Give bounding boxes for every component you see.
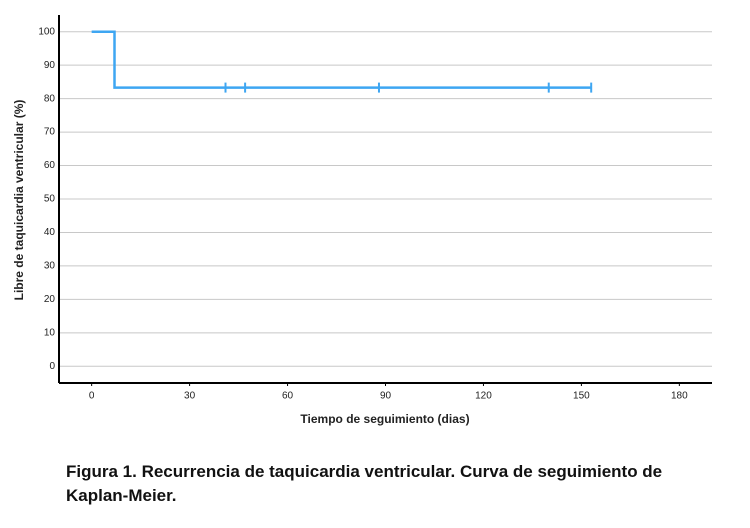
y-tick-label: 100 <box>38 26 55 37</box>
y-tick-label: 50 <box>44 194 56 205</box>
x-axis-label: Tiempo de seguimiento (dias) <box>300 412 469 426</box>
y-tick-label: 10 <box>44 327 56 338</box>
x-tick-label: 90 <box>380 391 392 402</box>
y-tick-label: 30 <box>44 261 56 272</box>
y-tick-label: 0 <box>49 361 55 372</box>
y-tick-label: 40 <box>44 227 56 238</box>
survival-curve <box>91 30 592 89</box>
x-tick-label: 150 <box>573 391 590 402</box>
y-tick-label: 70 <box>44 127 56 138</box>
x-tick-label: 60 <box>282 391 294 402</box>
y-tick-label: 80 <box>44 93 56 104</box>
x-tick-label: 180 <box>671 391 688 402</box>
x-tick-label: 30 <box>184 391 196 402</box>
y-tick-label: 60 <box>44 160 56 171</box>
y-tick-label: 90 <box>44 60 56 71</box>
x-tick-label: 120 <box>475 391 492 402</box>
y-axis-label: Libre de taquicardia ventricular (%) <box>12 100 26 301</box>
x-tick-label: 0 <box>89 391 95 402</box>
caption: Figura 1. Recurrencia de taquicardia ven… <box>66 462 663 505</box>
chart: Libre de taquicardia ventricular (%) Tie… <box>12 15 712 426</box>
y-tick-label: 20 <box>44 294 56 305</box>
